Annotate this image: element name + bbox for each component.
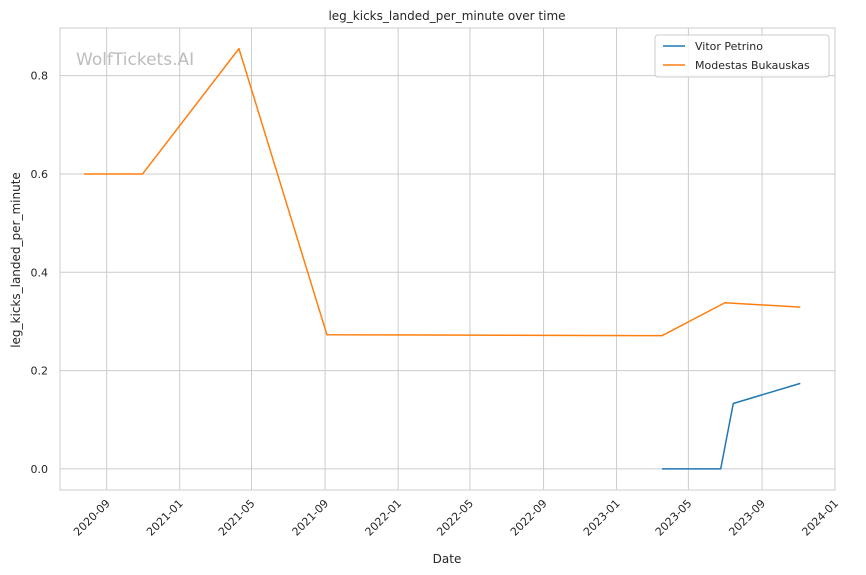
series-line-0 [662, 382, 801, 470]
chart-title: leg_kicks_landed_per_minute over time [328, 9, 565, 23]
x-axis-title: Date [433, 552, 462, 566]
y-tick-label: 0.4 [31, 266, 49, 279]
y-tick-label: 0.6 [31, 168, 49, 181]
legend: Vitor Petrino Modestas Bukauskas [654, 34, 830, 78]
y-axis-ticks: 0.0 0.2 0.4 0.6 0.8 [31, 70, 49, 476]
y-axis-title: leg_kicks_landed_per_minute [9, 172, 23, 348]
series-line-1 [83, 47, 801, 337]
y-tick-label: 0.2 [31, 365, 49, 378]
legend-label: Modestas Bukauskas [695, 59, 810, 72]
y-tick-label: 0.0 [31, 463, 49, 476]
legend-box [654, 34, 830, 78]
plot-frame [59, 27, 836, 491]
watermark-text: WolfTickets.AI [76, 50, 194, 70]
y-tick-label: 0.8 [31, 70, 49, 83]
grid-lines [60, 28, 836, 490]
series-lines [83, 47, 801, 470]
legend-label: Vitor Petrino [695, 40, 763, 53]
